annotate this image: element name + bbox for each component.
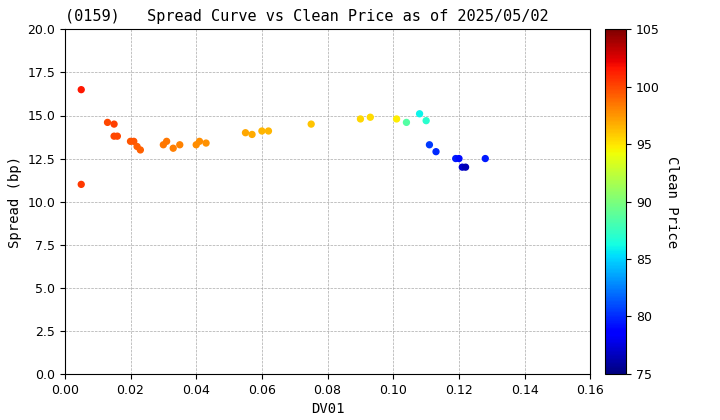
Point [454, 155, 465, 162]
Point [200, 140, 212, 147]
Point [456, 164, 468, 171]
Point [168, 145, 179, 152]
Point [414, 110, 426, 117]
Point [112, 133, 123, 139]
Point [391, 116, 402, 122]
Point [400, 119, 412, 126]
Point [135, 147, 146, 153]
Point [108, 121, 120, 127]
Point [125, 138, 136, 144]
Point [431, 148, 442, 155]
Point [194, 138, 205, 144]
Point [450, 155, 462, 162]
Point [76, 181, 87, 188]
Text: (0159)   Spread Curve vs Clean Price as of 2025/05/02: (0159) Spread Curve vs Clean Price as of… [65, 9, 549, 24]
Y-axis label: Spread (bp): Spread (bp) [8, 155, 22, 248]
Point [460, 164, 472, 171]
Point [355, 116, 366, 122]
X-axis label: DV01: DV01 [311, 402, 344, 416]
Point [364, 114, 376, 121]
Point [76, 86, 87, 93]
Point [108, 133, 120, 139]
Y-axis label: Clean Price: Clean Price [665, 155, 680, 248]
Point [305, 121, 317, 127]
Point [128, 138, 140, 144]
Point [480, 155, 491, 162]
Point [256, 128, 268, 134]
Point [423, 142, 435, 148]
Point [131, 143, 143, 150]
Point [158, 142, 169, 148]
Point [190, 142, 202, 148]
Point [174, 142, 186, 148]
Point [102, 119, 113, 126]
Point [263, 128, 274, 134]
Point [161, 138, 172, 144]
Point [420, 117, 432, 124]
Point [246, 131, 258, 138]
Point [240, 129, 251, 136]
